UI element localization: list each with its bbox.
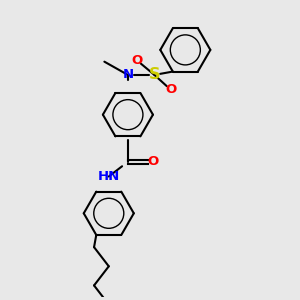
Text: HN: HN [98, 170, 120, 183]
Text: O: O [131, 54, 142, 67]
Text: S: S [149, 68, 160, 82]
Text: O: O [147, 155, 159, 168]
Text: N: N [122, 68, 134, 81]
Text: O: O [165, 83, 176, 96]
